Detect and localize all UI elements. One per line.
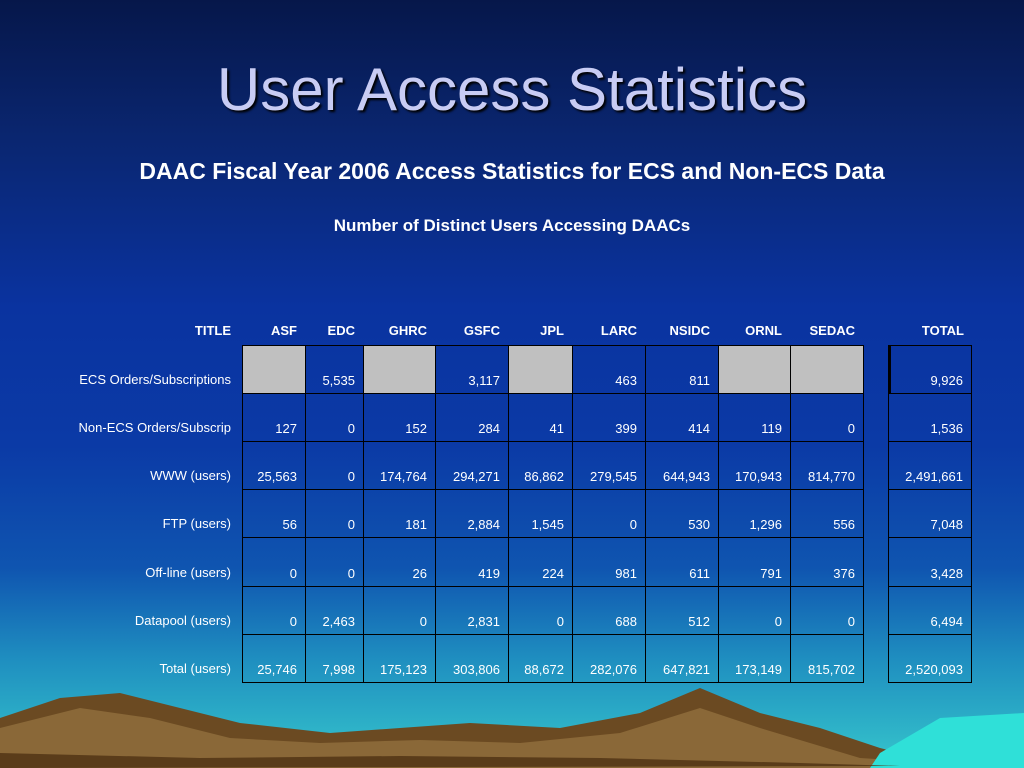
total-cell: 7,048 xyxy=(888,489,972,538)
row-label: Total (users) xyxy=(159,661,231,676)
table-cell: 1,545 xyxy=(508,489,573,538)
table-cell: 26 xyxy=(363,537,436,587)
table-cell: 530 xyxy=(645,489,719,538)
table-cell: 119 xyxy=(718,393,791,442)
table-cell: 814,770 xyxy=(790,441,864,490)
table-cell: 512 xyxy=(645,586,719,635)
table-cell: 1,296 xyxy=(718,489,791,538)
table-cell: 376 xyxy=(790,537,864,587)
row-label: Off-line (users) xyxy=(145,565,231,580)
table-cell: 294,271 xyxy=(435,441,509,490)
table-cell: 463 xyxy=(572,345,646,394)
table-cell: 811 xyxy=(645,345,719,394)
table-cell: 0 xyxy=(718,586,791,635)
table-cell: 419 xyxy=(435,537,509,587)
table-cell: 2,463 xyxy=(305,586,364,635)
table-cell: 181 xyxy=(363,489,436,538)
table-cell: 279,545 xyxy=(572,441,646,490)
total-cell: 2,520,093 xyxy=(888,634,972,683)
table-cell: 0 xyxy=(242,537,306,587)
table-cell: 0 xyxy=(305,441,364,490)
table-cell: 41 xyxy=(508,393,573,442)
table-cell: 303,806 xyxy=(435,634,509,683)
table-cell: 175,123 xyxy=(363,634,436,683)
total-cell: 6,494 xyxy=(888,586,972,635)
total-cell: 2,491,661 xyxy=(888,441,972,490)
table-cell: 0 xyxy=(790,586,864,635)
table-cell: 611 xyxy=(645,537,719,587)
table-cell: 0 xyxy=(305,393,364,442)
total-cell: 9,926 xyxy=(888,345,972,394)
table-cell: 88,672 xyxy=(508,634,573,683)
column-header-larc: LARC xyxy=(600,323,637,338)
slide-title: User Access Statistics xyxy=(216,56,808,123)
table-cell: 0 xyxy=(363,586,436,635)
column-header-sedac: SEDAC xyxy=(809,323,855,338)
column-header-asf: ASF xyxy=(271,323,297,338)
table-cell: 282,076 xyxy=(572,634,646,683)
table-cell: 647,821 xyxy=(645,634,719,683)
table-cell: 0 xyxy=(508,586,573,635)
table-cell: 791 xyxy=(718,537,791,587)
row-label: FTP (users) xyxy=(162,516,231,531)
table-cell: 0 xyxy=(305,489,364,538)
table-cell: 688 xyxy=(572,586,646,635)
table-cell: 127 xyxy=(242,393,306,442)
table-cell: 3,117 xyxy=(435,345,509,394)
table-cell: 0 xyxy=(790,393,864,442)
total-cell: 3,428 xyxy=(888,537,972,587)
table-cell: 173,149 xyxy=(718,634,791,683)
table-cell: 25,563 xyxy=(242,441,306,490)
mountain-landscape xyxy=(0,688,1024,768)
total-cell: 1,536 xyxy=(888,393,972,442)
table-cell: 7,998 xyxy=(305,634,364,683)
column-header-ornl: ORNL xyxy=(745,323,782,338)
table-cell xyxy=(508,345,573,394)
table-cell xyxy=(363,345,436,394)
column-header-total: TOTAL xyxy=(921,323,964,338)
column-header-nsidc: NSIDC xyxy=(669,323,710,338)
table-cell: 56 xyxy=(242,489,306,538)
table-cell: 224 xyxy=(508,537,573,587)
table-cell: 556 xyxy=(790,489,864,538)
table-cell: 152 xyxy=(363,393,436,442)
row-label: Datapool (users) xyxy=(134,613,231,628)
table-cell xyxy=(242,345,306,394)
table-cell: 25,746 xyxy=(242,634,306,683)
column-header-ghrc: GHRC xyxy=(388,323,427,338)
table-cell: 981 xyxy=(572,537,646,587)
table-cell: 414 xyxy=(645,393,719,442)
row-label: ECS Orders/Subscriptions xyxy=(79,372,231,387)
table-cell: 2,884 xyxy=(435,489,509,538)
table-cell: 284 xyxy=(435,393,509,442)
table-cell: 174,764 xyxy=(363,441,436,490)
table-cell xyxy=(790,345,864,394)
table-caption: Number of Distinct Users Accessing DAACs xyxy=(333,216,691,235)
table-cell: 0 xyxy=(305,537,364,587)
table-cell: 86,862 xyxy=(508,441,573,490)
column-header-title: TITLE xyxy=(194,323,231,338)
row-label: Non-ECS Orders/Subscrip xyxy=(78,420,231,435)
table-cell: 644,943 xyxy=(645,441,719,490)
table-cell xyxy=(718,345,791,394)
column-header-jpl: JPL xyxy=(540,323,564,338)
table-cell: 170,943 xyxy=(718,441,791,490)
table-cell: 815,702 xyxy=(790,634,864,683)
column-header-edc: EDC xyxy=(327,323,355,338)
table-cell: 0 xyxy=(572,489,646,538)
column-header-gsfc: GSFC xyxy=(463,323,500,338)
table-cell: 5,535 xyxy=(305,345,364,394)
slide-subtitle: DAAC Fiscal Year 2006 Access Statistics … xyxy=(139,158,885,184)
table-cell: 0 xyxy=(242,586,306,635)
row-label: WWW (users) xyxy=(150,468,231,483)
table-cell: 2,831 xyxy=(435,586,509,635)
table-cell: 399 xyxy=(572,393,646,442)
